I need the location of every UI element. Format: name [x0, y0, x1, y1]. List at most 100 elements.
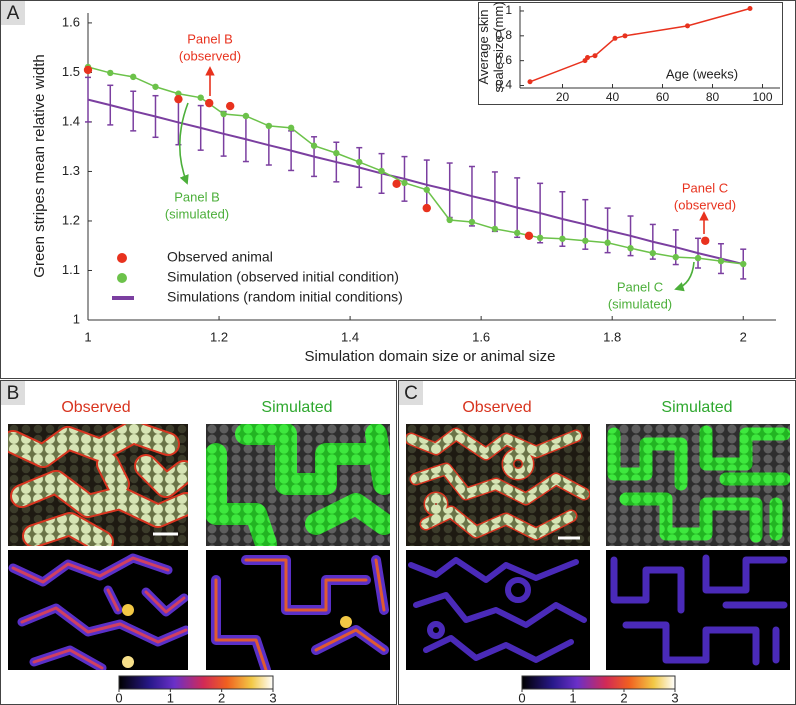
x-tick-label: 40 [606, 90, 620, 104]
data-point [513, 229, 521, 237]
legend-marker [117, 253, 127, 263]
data-point [740, 260, 747, 268]
data-point [265, 122, 273, 130]
simulated-image [206, 424, 390, 546]
legend-label: Observed animal [167, 249, 273, 265]
y-tick-label: 1 [73, 311, 80, 326]
data-point [401, 179, 408, 187]
data-point [333, 149, 340, 157]
data-point [694, 254, 702, 262]
heatmap-peak [340, 616, 352, 628]
data-point [747, 5, 753, 11]
series-line [87, 66, 744, 265]
data-point [225, 101, 235, 111]
data-point [649, 249, 657, 257]
annotation: Panel C [617, 279, 663, 294]
x-tick-label: 80 [706, 90, 720, 104]
annotation: (observed) [674, 197, 736, 212]
data-point [582, 237, 589, 244]
data-point [717, 257, 725, 265]
annotation-arrow [674, 261, 695, 292]
observed-heatmap [8, 550, 188, 670]
data-point [174, 94, 183, 104]
heatmap-peak [122, 604, 134, 616]
panel-title: Simulated [261, 399, 332, 416]
x-axis-label: Age (weeks) [666, 66, 738, 81]
simulated-heatmap [606, 550, 790, 670]
y-tick-label: 1.3 [62, 163, 80, 178]
data-point [491, 225, 499, 233]
y-tick-label: 1 [505, 3, 512, 17]
x-tick-label: 1.8 [603, 329, 621, 344]
data-point [685, 23, 690, 29]
annotation: Panel C [682, 180, 728, 195]
legend-label: Simulations (random initial conditions) [167, 289, 403, 305]
y-tick-label: 0.6 [495, 53, 512, 67]
legend-label: Simulation (observed initial condition) [167, 269, 399, 285]
panel-label-box [399, 381, 423, 405]
colorbar-tick-label: 0 [115, 690, 122, 705]
series-line [87, 98, 744, 266]
data-point [612, 35, 618, 41]
colorbar-tick-label: 1 [167, 690, 174, 705]
heatmap-background [606, 550, 790, 670]
panel-label-box [1, 381, 25, 405]
x-tick-label: 60 [656, 90, 670, 104]
data-point [524, 231, 534, 241]
panel-title: Simulated [661, 399, 732, 416]
data-point [622, 33, 628, 39]
y-tick-label: 1.5 [62, 64, 80, 79]
panel-label: B [7, 383, 20, 404]
observed-heatmap [406, 550, 590, 670]
y-axis-label: Average skin [476, 10, 491, 85]
y-tick-label: 1.6 [62, 14, 80, 29]
data-point [527, 79, 533, 85]
data-point [378, 167, 385, 175]
colorbar-tick-label: 2 [620, 690, 627, 705]
data-point [592, 53, 598, 59]
data-point [559, 235, 566, 242]
data-point [242, 112, 250, 120]
panel-title: Observed [462, 399, 531, 416]
annotation: (simulated) [608, 296, 672, 311]
annotation: Panel B [174, 189, 220, 204]
y-tick-label: 1.1 [62, 262, 80, 277]
data-point [585, 55, 590, 61]
x-axis-label: Simulation domain size or animal size [305, 348, 556, 365]
x-tick-label: 1.4 [341, 329, 359, 344]
panel-title: Observed [61, 399, 130, 416]
data-point [107, 69, 114, 77]
x-tick-label: 1.2 [210, 329, 228, 344]
simulated-heatmap [206, 550, 390, 670]
data-point [672, 253, 679, 261]
data-point [536, 234, 544, 242]
data-point [287, 124, 295, 132]
data-point [152, 83, 159, 90]
data-point [205, 98, 214, 108]
legend-marker [117, 273, 127, 283]
x-tick-label: 100 [752, 90, 772, 104]
annotation: (simulated) [165, 206, 229, 221]
x-tick-label: 2 [740, 329, 747, 344]
x-tick-label: 1.6 [472, 329, 490, 344]
colorbar-tick-label: 3 [269, 690, 276, 705]
panel-label-box [1, 1, 25, 25]
y-tick-label: 0.8 [495, 28, 512, 42]
data-point [310, 142, 318, 149]
x-tick-label: 20 [556, 90, 570, 104]
colorbar-tick-label: 2 [218, 690, 225, 705]
annotation-arrow [178, 102, 189, 185]
data-point [468, 218, 476, 226]
data-point [422, 203, 431, 213]
observed-photo [8, 424, 188, 546]
data-point [83, 65, 93, 75]
inset-frame [478, 2, 783, 105]
colorbar-tick-label: 1 [569, 690, 576, 705]
y-tick-label: 1.2 [62, 212, 80, 227]
data-point [423, 186, 430, 193]
y-axis-label: scale size (mm) [491, 1, 506, 92]
annotation: Panel B [187, 31, 233, 46]
colorbar-tick-label: 3 [671, 690, 678, 705]
